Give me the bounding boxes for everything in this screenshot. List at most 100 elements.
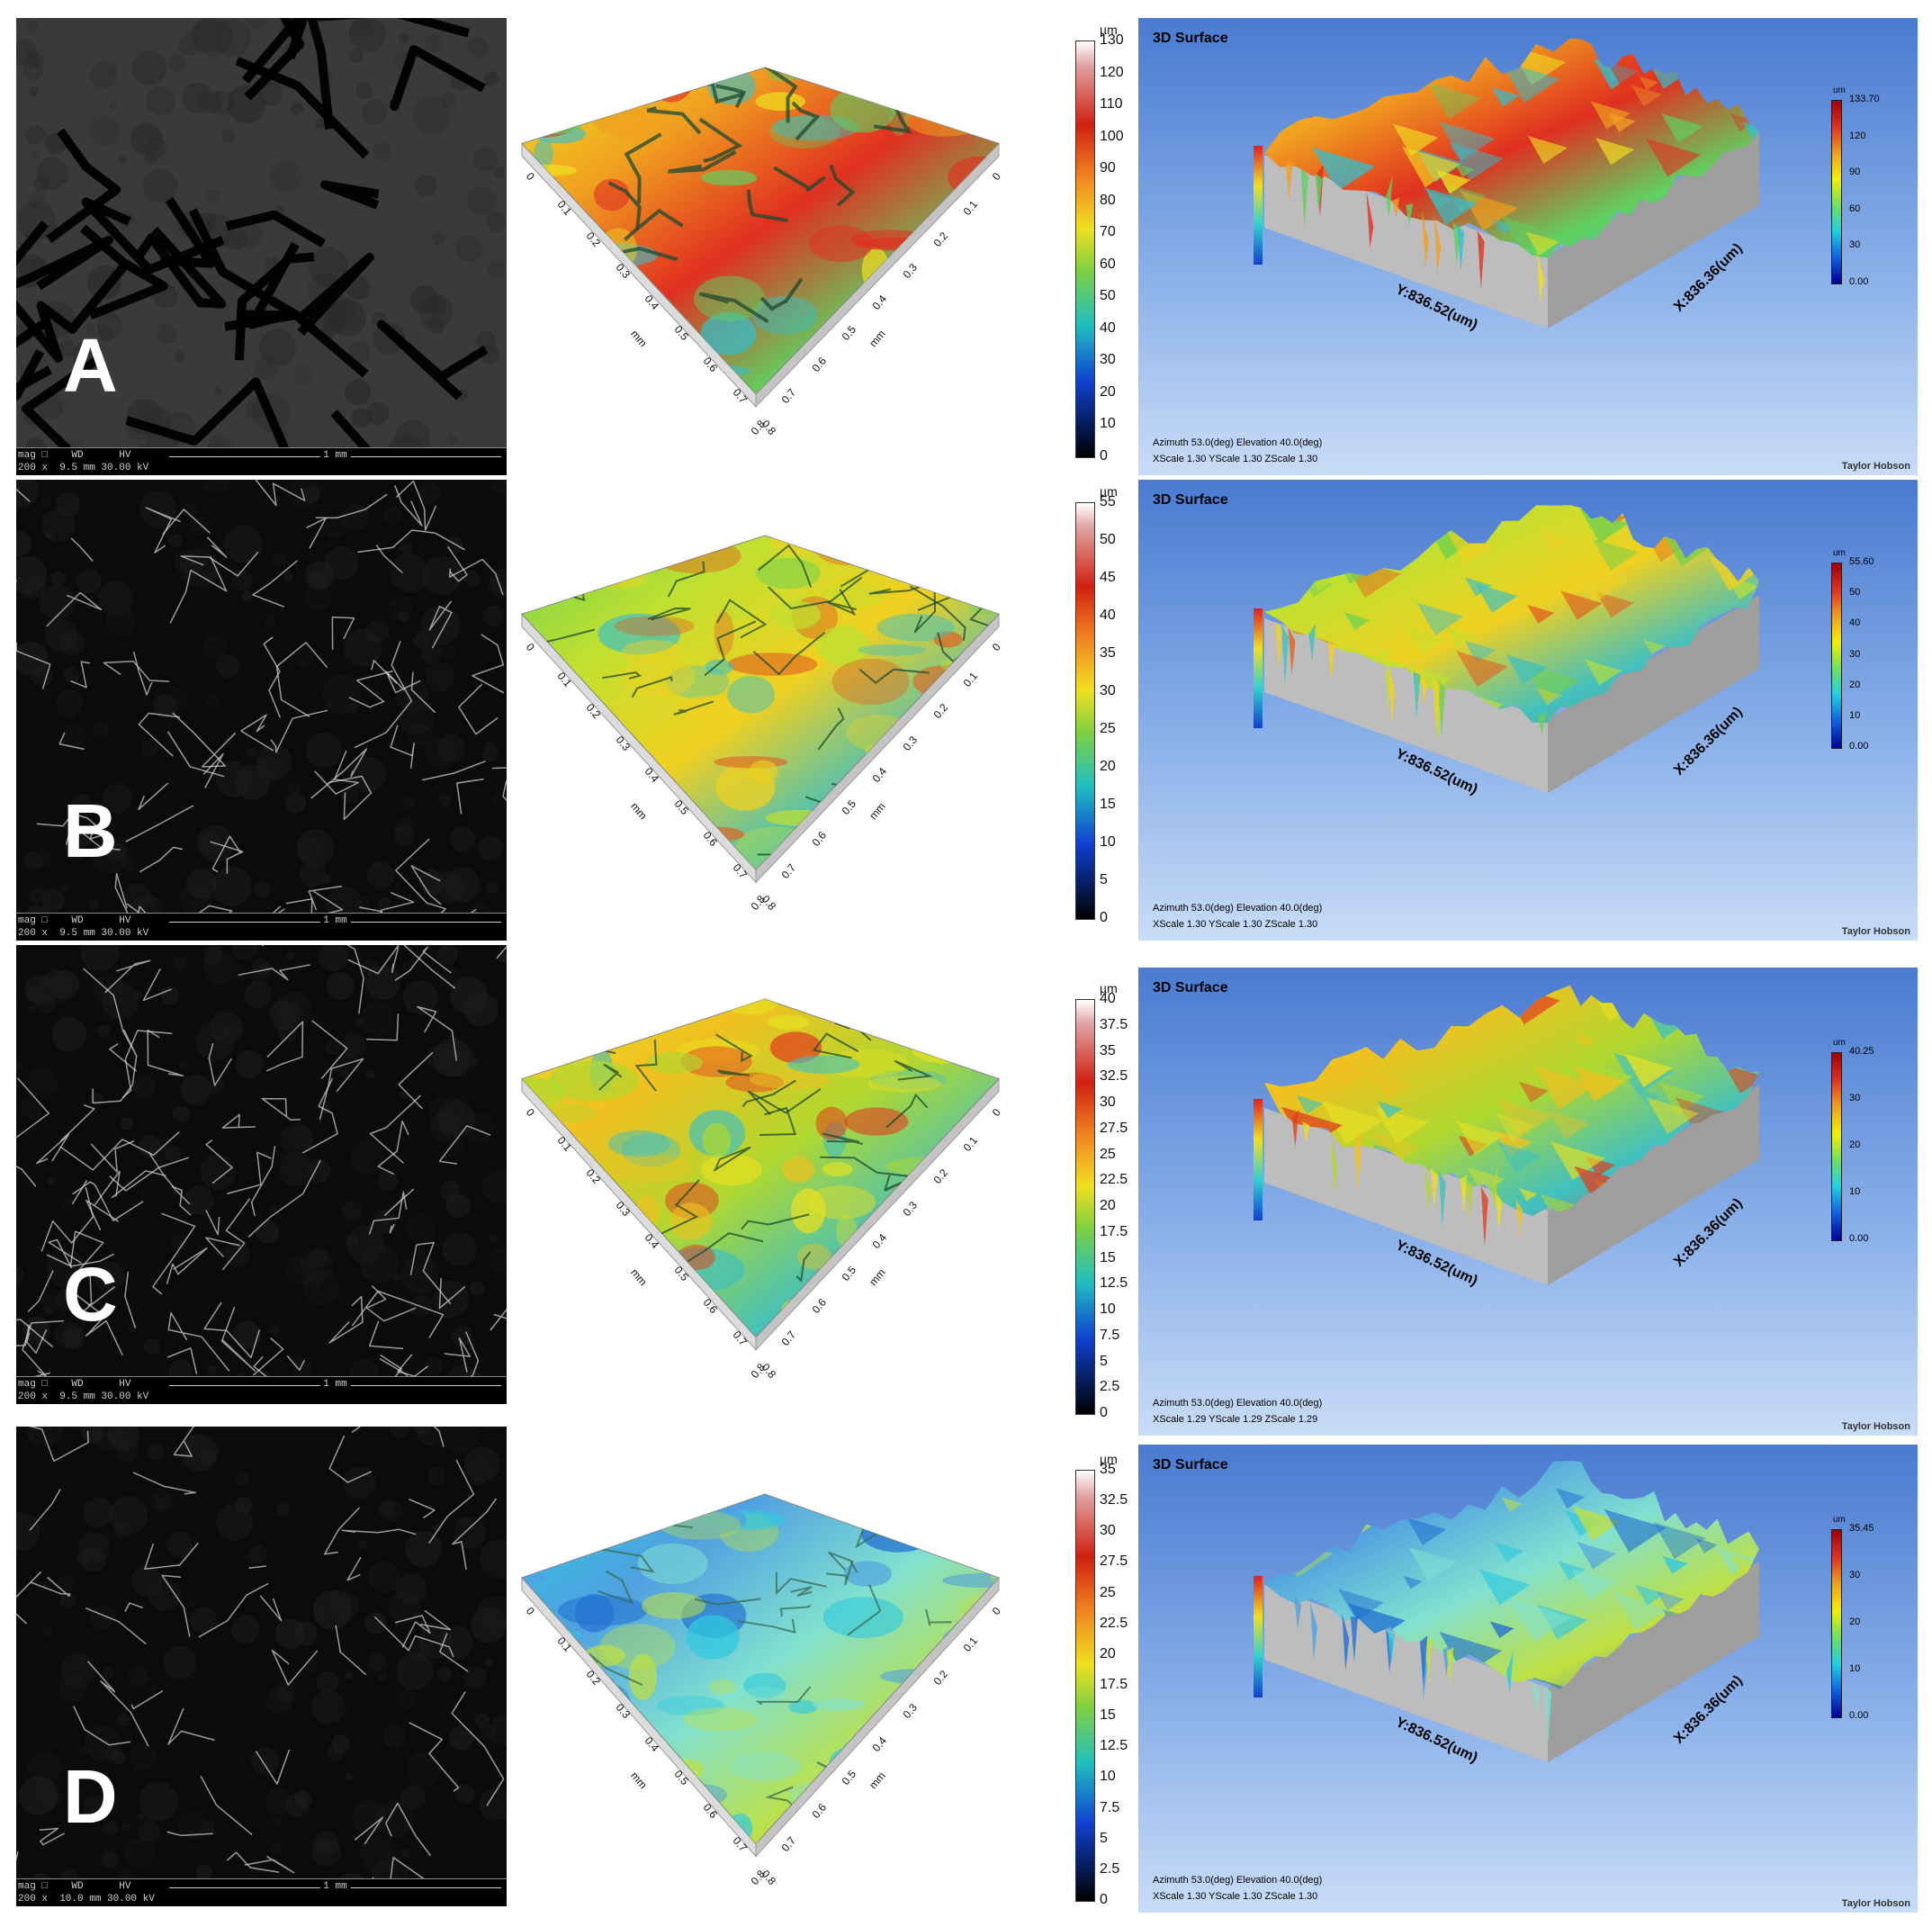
surface-legend	[1831, 563, 1842, 749]
colorbar-D	[1075, 1470, 1095, 1902]
legend-tick: 40	[1849, 617, 1861, 629]
view-parameters: Azimuth 53.0(deg) Elevation 40.0(deg)	[1153, 903, 1323, 914]
view-parameters: Azimuth 53.0(deg) Elevation 40.0(deg)	[1153, 437, 1323, 448]
colorbar-tick: 25	[1100, 1146, 1116, 1162]
colorbar-tick: 5	[1100, 1353, 1108, 1369]
scale-bar: 1 mm	[169, 450, 501, 461]
colorbar-tick: 40	[1100, 320, 1116, 336]
colorbar-tick: 10	[1100, 1301, 1116, 1317]
legend-tick: 10	[1849, 1663, 1861, 1674]
surface-render	[1264, 505, 1759, 793]
colorbar-B	[1075, 502, 1095, 920]
sem-info-bar: mag □ WD HV 200 x 9.5 mm 30.00 kV 1 mm	[16, 447, 507, 475]
surface-top	[1264, 1461, 1759, 1689]
surface-mini-legend	[1254, 1099, 1263, 1220]
height-map	[521, 535, 1000, 884]
colorbar-tick: 17.5	[1100, 1677, 1128, 1692]
colorbar-tick: 30	[1100, 352, 1116, 368]
legend-tick: 60	[1849, 203, 1861, 214]
colorbar-tick: 0	[1100, 1405, 1108, 1420]
colorbar-tick: 60	[1100, 256, 1116, 272]
colorbar-tick: 110	[1100, 96, 1123, 113]
colorbar-tick: 7.5	[1100, 1799, 1120, 1815]
surface-legend	[1831, 100, 1842, 284]
legend-tick: 0.00	[1849, 1233, 1869, 1244]
colorbar-tick: 5	[1100, 872, 1108, 887]
colorbar-tick: 25	[1100, 1584, 1116, 1600]
height-map	[521, 1493, 1000, 1858]
scale-bar-label: 1 mm	[319, 450, 351, 461]
surface-render	[1264, 985, 1759, 1285]
sem-parameters: mag □ WD HV 200 x 9.5 mm 30.00 kV	[18, 915, 149, 939]
colorbar-tick: 50	[1100, 288, 1116, 304]
legend-tick: 30	[1849, 1093, 1861, 1103]
colorbar-tick: 2.5	[1100, 1860, 1120, 1877]
surface-top	[1264, 38, 1759, 258]
surface-top	[1264, 985, 1759, 1217]
brand-label: Taylor Hobson	[1841, 1898, 1910, 1909]
surface-render-A: 3D Surface Azimuth 53.0(deg) Elevation 40…	[1138, 18, 1918, 475]
legend-tick: 30	[1849, 239, 1861, 251]
surface-top	[1264, 505, 1759, 724]
brand-label: Taylor Hobson	[1841, 926, 1910, 937]
colorbar-tick: 20	[1100, 759, 1116, 774]
colorbar-tick: 45	[1100, 570, 1116, 585]
scale-bar-label: 1 mm	[319, 1379, 351, 1390]
surface-render	[1264, 1461, 1759, 1762]
surface-title: 3D Surface	[1153, 31, 1228, 46]
colorbar-tick: 30	[1100, 683, 1116, 698]
scale-parameters: XScale 1.29 YScale 1.29 ZScale 1.29	[1153, 1414, 1318, 1425]
surface-render-B: 3D Surface Azimuth 53.0(deg) Elevation 40…	[1138, 480, 1918, 941]
colorbar-unit: µm	[1100, 981, 1118, 995]
legend-tick: 30	[1849, 1570, 1861, 1580]
legend-tick: 20	[1849, 1616, 1861, 1627]
colorbar-tick: 35	[1100, 645, 1116, 661]
colorbar-tick: 35	[1100, 1462, 1116, 1477]
legend-tick: 0.00	[1849, 276, 1869, 287]
colorbar-tick: 15	[1100, 797, 1116, 812]
legend-tick: 133.70	[1849, 94, 1880, 104]
panel-letter: C	[63, 1252, 118, 1337]
colorbar-tick: 22.5	[1100, 1615, 1128, 1631]
legend-tick: 10	[1849, 709, 1861, 721]
legend-tick: 20	[1849, 1139, 1861, 1150]
sem-crack-pattern	[16, 1427, 507, 1906]
colorbar-tick: 0	[1100, 1892, 1108, 1907]
colorbar-tick: 35	[1100, 1042, 1116, 1058]
surface-mini-legend	[1254, 608, 1263, 728]
colorbar-A	[1075, 41, 1095, 458]
surface-plot-D: 0 0 0.1 0.1 0.2 0.2 0.3 0.3 0.4 0.4 0.5 0.5 0.6 0.6 0.…	[513, 1449, 1017, 1908]
surface-render	[1264, 38, 1759, 329]
sem-crack-pattern	[16, 480, 507, 941]
scale-parameters: XScale 1.30 YScale 1.30 ZScale 1.30	[1153, 454, 1318, 464]
colorbar-tick: 22.5	[1100, 1172, 1128, 1188]
colorbar-tick: 32.5	[1100, 1068, 1128, 1085]
colorbar-tick: 40	[1100, 608, 1116, 623]
legend-tick: 90	[1849, 167, 1861, 178]
surface-plot-A: 0 0 0.1 0.1 0.2 0.2 0.3 0.3 0.4 0.4 0.5 0.5 0.6 0.6 0.…	[513, 23, 1017, 455]
colorbar-tick: 12.5	[1100, 1275, 1128, 1292]
colorbar-tick: 7.5	[1100, 1327, 1120, 1343]
panel-letter: A	[63, 323, 118, 408]
surface-title: 3D Surface	[1153, 980, 1228, 995]
colorbar-tick: 100	[1100, 128, 1124, 144]
legend-unit: um	[1833, 86, 1846, 95]
colorbar-tick: 55	[1100, 494, 1116, 509]
colorbar-tick: 40	[1100, 991, 1116, 1006]
colorbar-tick: 12.5	[1100, 1738, 1128, 1754]
legend-tick: 10	[1849, 1186, 1861, 1197]
colorbar-tick: 120	[1100, 64, 1124, 80]
colorbar-tick: 5	[1100, 1830, 1108, 1846]
legend-tick: 40.25	[1849, 1046, 1874, 1057]
colorbar-tick: 32.5	[1100, 1492, 1128, 1508]
colorbar-C	[1075, 999, 1095, 1415]
colorbar-tick: 10	[1100, 834, 1116, 850]
brand-label: Taylor Hobson	[1841, 1421, 1910, 1432]
legend-tick: 55.60	[1849, 556, 1874, 567]
surface-title: 3D Surface	[1153, 1457, 1228, 1472]
surface-plot-C: 0 0 0.1 0.1 0.2 0.2 0.3 0.3 0.4 0.4 0.5 0.5 0.6 0.6 0.…	[513, 954, 1017, 1400]
colorbar-tick: 30	[1100, 1094, 1116, 1110]
